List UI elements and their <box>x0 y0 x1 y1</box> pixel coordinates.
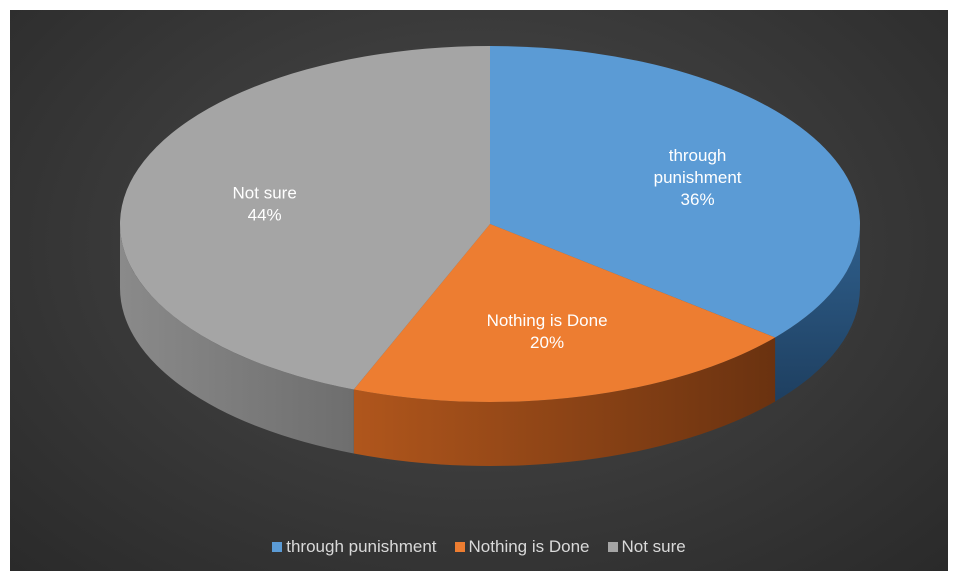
label-not-sure: Not sure 44% <box>233 183 297 224</box>
legend-item-not-sure: Not sure <box>607 537 686 557</box>
label-not-sure-line: 44% <box>248 205 282 224</box>
label-nothing-is-done-line: Nothing is Done <box>487 311 608 330</box>
pie-labels: through punishment 36%Nothing is Done 20%No… <box>233 146 742 352</box>
slice-through-punishment-side <box>775 224 860 402</box>
slice-nothing-is-done <box>353 224 776 402</box>
label-through-punishment-line: punishment <box>654 168 742 187</box>
pie-chart: through punishment 36%Nothing is Done 20%No… <box>119 46 860 466</box>
legend-label: through punishment <box>286 537 437 556</box>
legend: through punishment Nothing is Done Not s… <box>10 537 948 557</box>
label-through-punishment-line: 36% <box>681 190 715 209</box>
slice-not-sure <box>119 46 490 390</box>
legend-label: Nothing is Done <box>468 537 590 556</box>
pie-sides <box>119 224 860 466</box>
pie-tops <box>119 46 860 402</box>
label-through-punishment-line: through <box>669 146 727 165</box>
legend-swatch-gray <box>607 542 618 552</box>
legend-item-through-punishment: through punishment <box>272 537 437 557</box>
legend-swatch-blue <box>272 542 283 552</box>
slice-not-sure-side <box>119 224 354 454</box>
label-through-punishment: through punishment 36% <box>654 146 742 209</box>
label-nothing-is-done-line: 20% <box>530 333 564 352</box>
chart-area: through punishment 36% Nothing is Done 20% No… <box>10 10 948 571</box>
legend-swatch-orange <box>454 542 465 552</box>
label-not-sure-line: Not sure <box>233 183 297 202</box>
legend-item-nothing-is-done: Nothing is Done <box>454 537 590 557</box>
slice-nothing-is-done-side <box>353 337 776 466</box>
slice-through-punishment <box>490 46 860 338</box>
legend-label: Not sure <box>621 537 686 556</box>
label-nothing-is-done: Nothing is Done 20% <box>487 311 608 352</box>
